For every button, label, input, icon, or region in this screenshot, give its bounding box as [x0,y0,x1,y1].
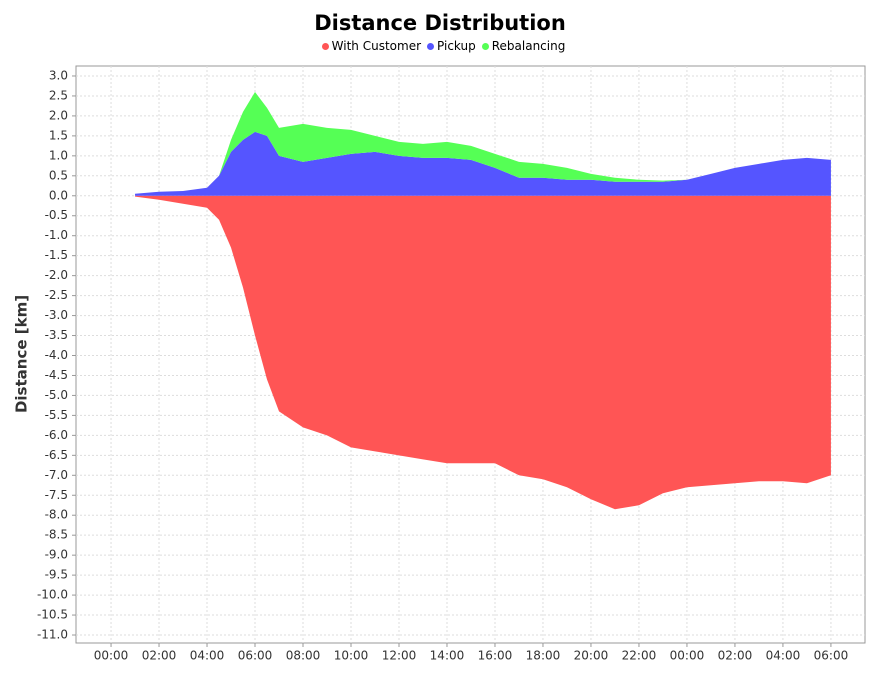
x-tick-label: 16:00 [478,649,513,663]
y-tick-label: 1.5 [49,128,68,142]
y-tick-label: 3.0 [49,68,68,82]
legend-marker [321,43,329,50]
y-tick-label: -7.5 [45,488,68,502]
x-tick-label: 06:00 [238,649,273,663]
y-tick-label: -6.0 [45,428,68,442]
legend-item: With Customer [321,39,422,53]
y-tick-label: -2.5 [45,288,68,302]
legend-marker [427,43,435,50]
y-tick-label: 0.0 [49,188,68,202]
y-tick-label: -9.5 [45,568,68,582]
y-tick-label: -10.5 [37,608,68,622]
x-tick-label: 20:00 [574,649,609,663]
y-tick-label: -8.0 [45,508,68,522]
x-tick-label: 22:00 [622,649,657,663]
y-tick-label: -5.5 [45,408,68,422]
x-tick-label: 08:00 [286,649,321,663]
area [135,195,831,510]
y-tick-label: -6.5 [45,448,68,462]
y-tick-label: -0.5 [45,208,68,222]
y-tick-label: -1.5 [45,248,68,262]
y-tick-label: -3.5 [45,328,68,342]
y-tick-label: -4.0 [45,348,68,362]
y-axis-label: Distance [km] [13,295,31,413]
x-tick-label: 18:00 [526,649,561,663]
x-tick-label: 04:00 [766,649,801,663]
y-tick-label: -5.0 [45,388,68,402]
x-tick-label: 00:00 [670,649,705,663]
legend-marker [481,43,489,50]
x-tick-label: 14:00 [430,649,465,663]
legend: With Customer Pickup Rebalancing [0,39,887,53]
y-tick-label: -2.0 [45,268,68,282]
y-tick-label: -1.0 [45,228,68,242]
y-tick-label: 1.0 [49,148,68,162]
legend-label: With Customer [331,39,422,53]
y-tick-label: -4.5 [45,368,68,382]
x-tick-label: 10:00 [334,649,369,663]
legend-item: Rebalancing [481,39,566,53]
area [135,91,831,194]
x-tick-label: 06:00 [814,649,849,663]
chart-title: Distance Distribution [314,11,566,35]
y-tick-label: -7.0 [45,468,68,482]
x-tick-label: 04:00 [190,649,225,663]
x-tick-label: 00:00 [94,649,129,663]
y-tick-label: -10.0 [37,588,68,602]
legend-label: Pickup [437,39,476,53]
y-tick-label: -3.0 [45,308,68,322]
x-tick-label: 02:00 [718,649,753,663]
area [135,131,831,196]
x-tick-label: 12:00 [382,649,417,663]
y-tick-label: -11.0 [37,628,68,642]
legend-item: Pickup [427,39,476,53]
y-tick-label: -9.0 [45,548,68,562]
legend-label: Rebalancing [491,39,566,53]
x-tick-label: 02:00 [142,649,177,663]
y-tick-label: 0.5 [49,168,68,182]
y-tick-label: 2.5 [49,88,68,102]
y-tick-label: 2.0 [49,108,68,122]
y-tick-label: -8.5 [45,528,68,542]
